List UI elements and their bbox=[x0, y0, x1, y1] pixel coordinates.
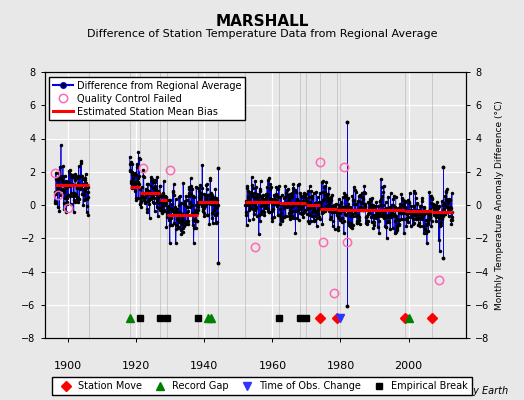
Y-axis label: Monthly Temperature Anomaly Difference (°C): Monthly Temperature Anomaly Difference (… bbox=[495, 100, 504, 310]
Legend: Station Move, Record Gap, Time of Obs. Change, Empirical Break: Station Move, Record Gap, Time of Obs. C… bbox=[52, 377, 472, 395]
Legend: Difference from Regional Average, Quality Control Failed, Estimated Station Mean: Difference from Regional Average, Qualit… bbox=[49, 77, 245, 120]
Text: Berkeley Earth: Berkeley Earth bbox=[436, 386, 508, 396]
Text: MARSHALL: MARSHALL bbox=[215, 14, 309, 29]
Text: Difference of Station Temperature Data from Regional Average: Difference of Station Temperature Data f… bbox=[87, 29, 437, 39]
